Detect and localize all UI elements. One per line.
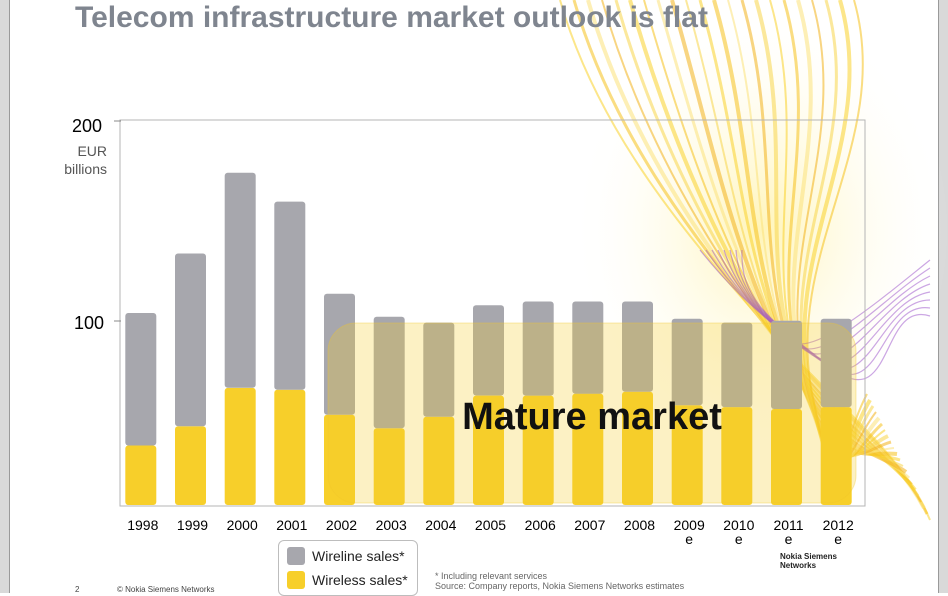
bar-wireline-2001 (274, 201, 306, 390)
x-tick-label-2010e-suffix: e (735, 531, 743, 547)
bar-wireless-2004 (423, 416, 455, 505)
x-tick-label-2010e: 2010 (723, 517, 754, 533)
logo-line1: Nokia Siemens (780, 552, 837, 561)
swirl-line-purple (723, 249, 931, 365)
x-tick-label-1998: 1998 (127, 517, 158, 533)
x-tick-label-1999: 1999 (177, 517, 208, 533)
legend-swatch-wireline (287, 547, 305, 565)
logo-line2: Networks (780, 561, 817, 570)
y-tick-200: 200 (72, 116, 102, 136)
chart-legend: Wireline sales* Wireless sales* (278, 540, 418, 596)
x-tick-label-2004: 2004 (425, 517, 456, 533)
bar-wireline-2005 (473, 305, 504, 396)
x-tick-label-2012e: 2012 (823, 517, 854, 533)
legend-item-wireless: Wireless sales* (287, 571, 408, 589)
bar-wireless-2007 (572, 393, 604, 505)
x-tick-label-2005: 2005 (475, 517, 506, 533)
bars-group (125, 172, 852, 505)
bar-wireless-2010e (721, 407, 753, 505)
x-tick-label-2007: 2007 (574, 517, 605, 533)
slide-title: Telecom infrastructure market outlook is… (75, 1, 708, 34)
footnote: * Including relevant services Source: Co… (435, 571, 684, 591)
bar-wireless-2005 (473, 395, 504, 505)
x-tick-label-2009e: 2009 (674, 517, 705, 533)
bar-wireless-1998 (125, 445, 157, 505)
bar-wireline-2003 (373, 316, 405, 429)
x-tick-label-2011e-suffix: e (785, 531, 793, 547)
bar-wireline-2012e (820, 318, 852, 408)
bar-wireless-2000 (224, 387, 256, 505)
bar-wireless-2009e (671, 405, 703, 505)
footnote-source: Source: Company reports, Nokia Siemens N… (435, 581, 685, 591)
x-axis-labels: 1998 1999 2000 2001 2002 2003 2004 2005 2006 2007… (127, 517, 854, 547)
x-tick-label-2003: 2003 (376, 517, 407, 533)
bar-wireless-2008 (622, 391, 653, 505)
bar-wireless-2011e (771, 409, 802, 505)
x-tick-label-2006: 2006 (525, 517, 556, 533)
window-frame-left (0, 0, 10, 593)
x-tick-label-2008: 2008 (624, 517, 655, 533)
x-tick-label-2009e-suffix: e (685, 531, 693, 547)
plot-area (119, 119, 866, 507)
bar-wireline-2004 (423, 322, 455, 417)
x-tick-label-2011e: 2011 (773, 517, 803, 533)
copyright-text: © Nokia Siemens Networks (117, 585, 215, 594)
legend-label-wireline: Wireline sales* (312, 548, 405, 564)
bar-wireless-2003 (373, 428, 405, 505)
bar-wireline-1998 (125, 313, 157, 446)
bar-wireless-2001 (274, 389, 306, 505)
bar-wireline-2011e (771, 320, 802, 409)
x-tick-label-2002: 2002 (326, 517, 357, 533)
legend-swatch-wireless (287, 571, 305, 589)
y-axis-unit-line2: billions (64, 161, 107, 177)
mature-market-overlay (327, 322, 857, 504)
bar-wireline-2002 (324, 293, 355, 415)
page-number: 2 (75, 585, 80, 594)
bar-wireline-2010e (721, 322, 753, 408)
legend-label-wireless: Wireless sales* (312, 572, 408, 588)
swirl-line-purple (717, 249, 931, 360)
legend-item-wireline: Wireline sales* (287, 547, 405, 565)
bar-wireline-1999 (175, 253, 206, 427)
swirl-glow (570, 0, 948, 460)
mature-market-label: Mature market (462, 396, 722, 438)
footnote-including: * Including relevant services (435, 571, 548, 581)
nokia-siemens-logo: Nokia Siemens Networks (780, 552, 837, 570)
bar-wireline-2008 (622, 301, 653, 392)
bar-wireless-2006 (522, 395, 554, 505)
y-axis-unit-line1: EUR (77, 143, 107, 159)
bar-wireline-2009e (671, 318, 703, 406)
bar-wireless-1999 (175, 426, 206, 505)
x-tick-label-2012e-suffix: e (834, 531, 842, 547)
bar-wireless-2012e (820, 407, 852, 505)
bar-wireless-2002 (324, 414, 355, 505)
bar-wireline-2007 (572, 301, 604, 394)
x-tick-label-2000: 2000 (227, 517, 258, 533)
bar-wireline-2006 (522, 301, 554, 396)
y-tick-100: 100 (74, 313, 104, 333)
swirl-line-purple (711, 249, 931, 355)
x-tick-label-2001: 2001 (276, 517, 307, 533)
bar-wireline-2000 (224, 172, 256, 388)
